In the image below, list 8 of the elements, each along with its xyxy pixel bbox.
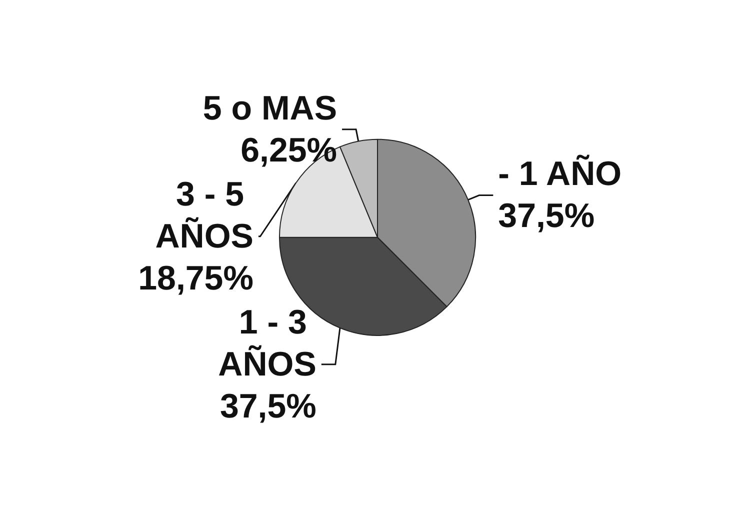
- slice-label: 1 - 3 AÑOS: [218, 303, 316, 384]
- data-label: 37,5%: [498, 197, 595, 236]
- data-label: 37,5%: [220, 387, 316, 426]
- slice-label: 5 o MAS: [202, 89, 338, 128]
- data-label: 6,25%: [240, 131, 338, 170]
- slice-label: 3 - 5 AÑOS: [155, 175, 254, 256]
- slice-label: - 1 AÑO: [498, 154, 622, 194]
- data-label: 18,75%: [138, 259, 254, 298]
